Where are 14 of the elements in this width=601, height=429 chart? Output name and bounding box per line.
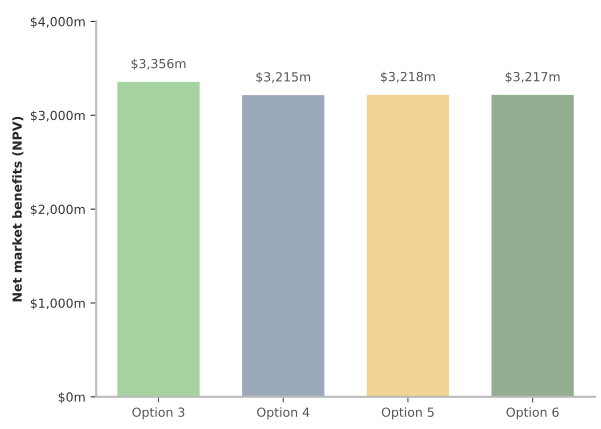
data-label: $3,356m: [132, 58, 186, 70]
y-tick-label: $4,000m: [30, 16, 85, 28]
y-axis-title: Net market benefits (NPV): [12, 116, 24, 302]
data-label: $3,217m: [506, 72, 560, 84]
x-tick-label: Option 4: [257, 407, 310, 420]
y-tick-label: $2,000m: [30, 204, 85, 216]
data-label: $3,218m: [381, 72, 435, 83]
y-tick-label: $0m: [58, 392, 85, 404]
x-tick-label: Option 5: [382, 407, 434, 420]
y-tick-label: $1,000m: [30, 298, 85, 310]
y-tick-label: $3,000m: [30, 110, 85, 122]
data-label: $3,215m: [256, 72, 310, 84]
x-tick-label: Option 3: [132, 407, 184, 420]
x-tick-label: Option 6: [506, 407, 559, 420]
